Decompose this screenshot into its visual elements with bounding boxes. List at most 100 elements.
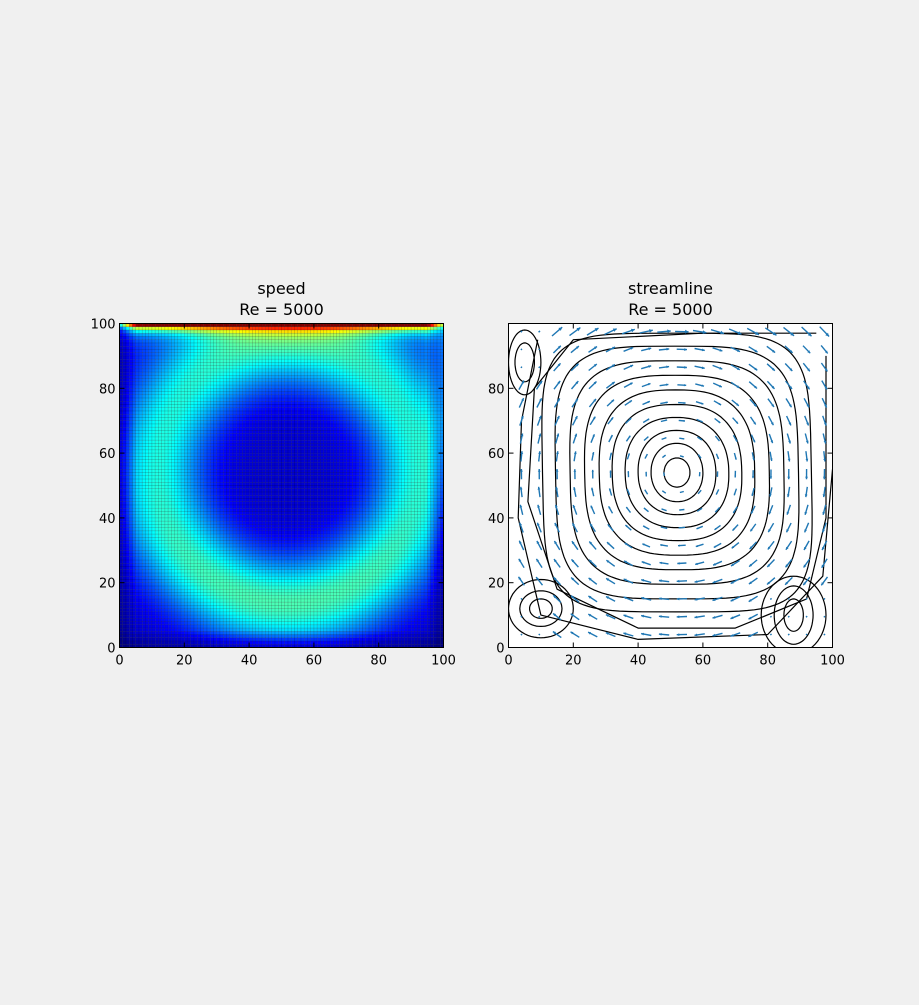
heatmap-cell bbox=[310, 595, 314, 599]
heatmap-cell bbox=[297, 592, 301, 596]
heatmap-cell bbox=[407, 598, 412, 603]
heatmap-cell bbox=[394, 598, 399, 603]
heatmap-cell bbox=[401, 521, 405, 525]
heatmap-cell bbox=[307, 582, 311, 586]
heatmap-cell bbox=[278, 537, 282, 541]
heatmap-cell bbox=[427, 592, 431, 596]
heatmap-cell bbox=[365, 524, 370, 528]
heatmap-cell bbox=[239, 530, 243, 535]
heatmap-cell bbox=[433, 566, 438, 570]
heatmap-cell bbox=[151, 556, 156, 561]
heatmap-cell bbox=[278, 618, 282, 622]
heatmap-cell bbox=[239, 598, 243, 603]
heatmap-cell bbox=[414, 621, 418, 625]
heatmap-cell bbox=[236, 495, 240, 499]
heatmap-cell bbox=[391, 556, 395, 561]
heatmap-cell bbox=[245, 566, 250, 570]
heatmap-cell bbox=[187, 498, 191, 502]
heatmap-cell bbox=[239, 611, 243, 616]
heatmap-cell bbox=[326, 530, 331, 535]
heatmap-cell bbox=[323, 582, 327, 586]
heatmap-cell bbox=[401, 572, 405, 577]
heatmap-cell bbox=[125, 563, 130, 567]
heatmap-cell bbox=[229, 495, 233, 499]
heatmap-cell bbox=[378, 592, 382, 596]
heatmap-cell bbox=[430, 615, 434, 619]
heatmap-cell bbox=[391, 495, 395, 499]
heatmap-cell bbox=[210, 566, 214, 570]
heatmap-cell bbox=[142, 511, 146, 515]
heatmap-cell bbox=[129, 618, 133, 622]
heatmap-cell bbox=[197, 485, 201, 489]
heatmap-cell bbox=[391, 572, 395, 577]
heatmap-cell bbox=[129, 521, 133, 525]
heatmap-cell bbox=[174, 595, 178, 599]
heatmap-cell bbox=[362, 501, 366, 505]
heatmap-cell bbox=[440, 592, 444, 596]
heatmap-cell bbox=[297, 511, 301, 515]
heatmap-cell bbox=[155, 615, 159, 619]
heatmap-cell bbox=[138, 534, 143, 538]
heatmap-cell bbox=[411, 495, 415, 499]
heatmap-cell bbox=[401, 628, 405, 632]
heatmap-cell bbox=[168, 592, 172, 596]
heatmap-cell bbox=[210, 628, 214, 632]
heatmap-cell bbox=[339, 511, 344, 515]
heatmap-cell bbox=[433, 641, 438, 645]
heatmap-cell bbox=[411, 637, 415, 642]
heatmap-cell bbox=[271, 501, 276, 505]
heatmap-cell bbox=[346, 592, 350, 596]
heatmap-cell bbox=[223, 592, 227, 596]
heatmap-cell bbox=[356, 608, 360, 612]
heatmap-cell bbox=[129, 582, 133, 586]
heatmap-cell bbox=[125, 598, 130, 603]
heatmap-cell bbox=[287, 569, 292, 574]
heatmap-cell bbox=[184, 543, 188, 548]
heatmap-cell bbox=[359, 615, 363, 619]
heatmap-cell bbox=[119, 485, 123, 489]
heatmap-cell bbox=[284, 511, 289, 515]
heatmap-cell bbox=[294, 631, 298, 635]
heatmap-cell bbox=[433, 579, 438, 583]
heatmap-cell bbox=[359, 576, 363, 580]
heatmap-cell bbox=[168, 537, 172, 541]
heatmap-cell bbox=[359, 582, 363, 586]
heatmap-cell bbox=[365, 615, 370, 619]
heatmap-cell bbox=[427, 540, 431, 544]
heatmap-cell bbox=[184, 504, 188, 509]
heatmap-cell bbox=[394, 576, 399, 580]
heatmap-cell bbox=[265, 498, 269, 502]
heatmap-cell bbox=[255, 495, 259, 499]
heatmap-cell bbox=[226, 572, 230, 577]
heatmap-cell bbox=[401, 563, 405, 567]
heatmap-cell bbox=[411, 621, 415, 625]
heatmap-cell bbox=[398, 556, 402, 561]
heatmap-cell bbox=[232, 585, 237, 590]
heatmap-cell bbox=[275, 637, 279, 642]
heatmap-cell bbox=[252, 644, 256, 648]
heatmap-cell bbox=[398, 641, 402, 645]
heatmap-cell bbox=[385, 628, 389, 632]
heatmap-cell bbox=[330, 547, 334, 551]
heatmap-cell bbox=[236, 637, 240, 642]
heatmap-cell bbox=[194, 563, 198, 567]
heatmap-cell bbox=[417, 550, 421, 554]
heatmap-cell bbox=[138, 569, 143, 574]
heatmap-cell bbox=[368, 585, 373, 590]
heatmap-cell bbox=[300, 579, 305, 583]
heatmap-cell bbox=[194, 618, 198, 622]
heatmap-cell bbox=[265, 560, 269, 564]
heatmap-cell bbox=[275, 556, 279, 561]
heatmap-cell bbox=[388, 556, 392, 561]
heatmap-cell bbox=[326, 521, 331, 525]
heatmap-cell bbox=[336, 491, 340, 496]
heatmap-cell bbox=[343, 527, 347, 531]
heatmap-cell bbox=[398, 585, 402, 590]
heatmap-cell bbox=[420, 537, 425, 541]
heatmap-cell bbox=[297, 595, 301, 599]
heatmap-cell bbox=[135, 508, 139, 512]
heatmap-cell bbox=[326, 547, 331, 551]
heatmap-cell bbox=[294, 605, 298, 609]
heatmap-cell bbox=[142, 592, 146, 596]
heatmap-cell bbox=[187, 537, 191, 541]
